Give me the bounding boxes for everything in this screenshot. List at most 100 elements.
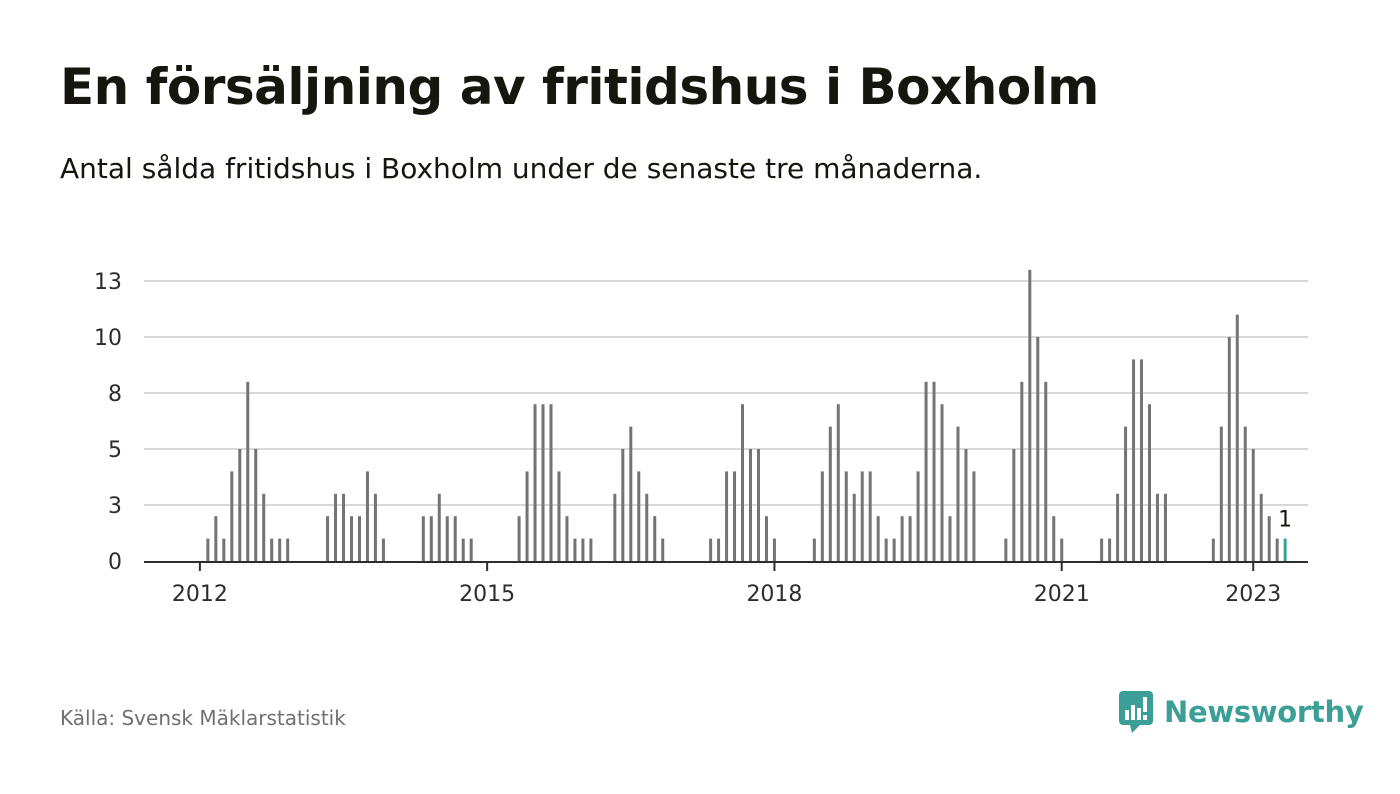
bar: [357, 516, 361, 561]
bar: [1044, 381, 1048, 561]
bar: [342, 493, 346, 561]
bar: [1155, 493, 1159, 561]
bar: [1124, 426, 1128, 561]
bar: [1219, 426, 1223, 561]
bar: [749, 449, 752, 561]
brand-name: Newsworthy: [1164, 695, 1364, 729]
bar-chart: 0 3 5 8 10 13 2012 2015 2018 2021 2023 1: [94, 269, 1308, 607]
bar: [940, 404, 944, 561]
bar: [222, 538, 226, 561]
bars: [206, 269, 1287, 561]
bar: [1100, 538, 1104, 561]
bar: [876, 516, 880, 561]
y-tick-label: 13: [94, 270, 122, 295]
y-tick-label: 8: [108, 382, 122, 407]
source-note: Källa: Svensk Mäklarstatistik: [60, 706, 346, 730]
bar: [844, 471, 848, 561]
bar: [230, 471, 234, 561]
bar: [884, 538, 888, 561]
bar: [972, 471, 976, 561]
bar: [1004, 538, 1008, 561]
annotations: 1: [1278, 508, 1292, 533]
bar: [1163, 493, 1167, 561]
bar: [621, 449, 625, 561]
bar: [533, 404, 537, 561]
bar: [1148, 404, 1151, 561]
bar: [709, 538, 713, 561]
bar: [964, 449, 968, 561]
bar-highlighted: [1283, 538, 1287, 561]
y-tick-label: 10: [94, 326, 122, 351]
x-axis: [144, 561, 1308, 571]
bar: [852, 493, 856, 561]
bar: [908, 516, 912, 561]
bar: [429, 516, 433, 561]
newsworthy-logo-icon: [1119, 691, 1153, 733]
x-tick-label: 2018: [746, 582, 802, 607]
bar: [860, 471, 864, 561]
bar: [948, 516, 952, 561]
y-axis-labels: 0 3 5 8 10 13: [94, 270, 122, 575]
bar: [573, 538, 577, 561]
bar: [206, 538, 210, 561]
y-tick-label: 3: [108, 494, 122, 519]
bar: [645, 493, 649, 561]
bar: [350, 516, 353, 561]
bar: [892, 538, 896, 561]
bar: [238, 449, 242, 561]
bar: [373, 493, 377, 561]
bar: [254, 449, 258, 561]
bar: [1243, 426, 1247, 561]
bar: [565, 516, 569, 561]
bar: [278, 538, 282, 561]
bar: [1251, 449, 1255, 561]
bar: [1227, 337, 1231, 561]
bar: [270, 538, 274, 561]
bar: [932, 381, 936, 561]
x-tick-label: 2021: [1034, 582, 1090, 607]
bar: [381, 538, 385, 561]
bar: [1140, 359, 1144, 561]
bar: [557, 471, 561, 561]
bar: [637, 471, 641, 561]
bar: [549, 404, 553, 561]
bar: [820, 471, 824, 561]
bar: [1132, 359, 1136, 561]
bar: [1020, 381, 1024, 561]
brand-logo[interactable]: Newsworthy: [1118, 690, 1364, 734]
bar: [1052, 516, 1056, 561]
bar: [756, 449, 760, 561]
bar: [365, 471, 369, 561]
bar: [214, 516, 218, 561]
y-tick-label: 0: [108, 550, 122, 575]
bar: [1012, 449, 1016, 561]
chart-subtitle: Antal sålda fritidshus i Boxholm under d…: [60, 152, 983, 185]
y-tick-label: 5: [108, 438, 122, 463]
bar: [525, 471, 529, 561]
bar: [1116, 493, 1120, 561]
bar: [1235, 314, 1239, 561]
bar: [445, 516, 449, 561]
bar: [1211, 538, 1215, 561]
bar: [916, 471, 920, 561]
bar: [629, 426, 633, 561]
bar: [469, 538, 473, 561]
bar: [1108, 538, 1112, 561]
bar: [517, 516, 521, 561]
bar: [1028, 269, 1032, 561]
x-axis-labels: 2012 2015 2018 2021 2023: [172, 582, 1281, 607]
bar: [334, 493, 338, 561]
x-tick-label: 2012: [172, 582, 228, 607]
bar: [581, 538, 585, 561]
bar: [924, 381, 928, 561]
bar: [1060, 538, 1064, 561]
bar: [900, 516, 904, 561]
bar: [326, 516, 330, 561]
bar: [1275, 538, 1279, 561]
bar: [1267, 516, 1271, 561]
bar: [725, 471, 729, 561]
bar: [246, 381, 250, 561]
x-tick-label: 2023: [1225, 582, 1281, 607]
bar: [772, 538, 776, 561]
bar: [812, 538, 816, 561]
